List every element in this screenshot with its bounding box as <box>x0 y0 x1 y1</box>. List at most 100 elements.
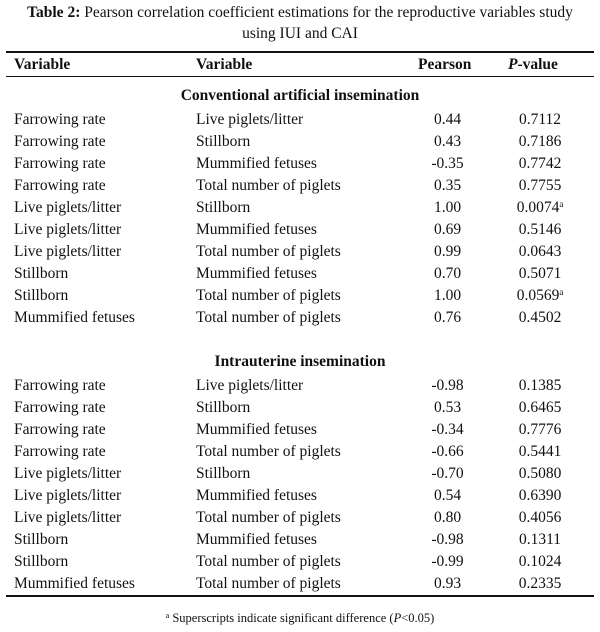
pvalue-number: 0.7742 <box>518 155 562 172</box>
variable-1-cell: Farrowing rate <box>14 443 106 460</box>
table-title: Pearson correlation coefficient estimati… <box>84 4 573 21</box>
variable-1-cell: Live piglets/litter <box>14 465 122 482</box>
pvalue-cell: 0.7755 <box>495 175 585 197</box>
table-row: Farrowing rate Live piglets/litter 0.44 0.7… <box>0 109 600 131</box>
significance-marker: a <box>559 287 564 297</box>
header-pvalue-suffix: -value <box>517 56 558 73</box>
variable-1-cell: Live piglets/litter <box>14 487 122 504</box>
pvalue-number: 0.0074 <box>516 199 560 216</box>
pvalue-cell: 0.4502 <box>495 307 585 329</box>
variable-2-cell: Total number of piglets <box>196 177 341 194</box>
significance-marker: a <box>559 199 564 209</box>
table-row: Live piglets/litter Total number of pigle… <box>0 507 600 529</box>
pvalue-cell: 0.1385 <box>495 375 585 397</box>
header-variable-2: Variable <box>196 56 253 73</box>
pearson-cell: -0.98 <box>431 377 464 394</box>
pvalue-number: 0.2335 <box>518 575 562 592</box>
header-pvalue: P-value <box>508 55 558 75</box>
pvalue-cell: 0.0074a <box>495 197 585 219</box>
pearson-cell: -0.66 <box>431 443 464 460</box>
table-row: Farrowing rate Mummified fetuses -0.34 0.77… <box>0 419 600 441</box>
pearson-cell: 1.00 <box>433 199 462 216</box>
variable-1-cell: Farrowing rate <box>14 111 106 128</box>
variable-2-cell: Mummified fetuses <box>196 221 317 238</box>
pvalue-number: 0.5071 <box>518 265 562 282</box>
header-pearson: Pearson <box>418 56 472 73</box>
bottom-rule <box>6 595 594 597</box>
pvalue-cell: 0.7112 <box>495 109 585 131</box>
variable-1-cell: Live piglets/litter <box>14 221 122 238</box>
header-rule <box>6 76 594 77</box>
pvalue-number: 0.7776 <box>518 421 562 438</box>
pearson-cell: 0.35 <box>433 177 462 194</box>
pvalue-number: 0.1385 <box>518 377 562 394</box>
variable-1-cell: Farrowing rate <box>14 421 106 438</box>
pearson-cell: -0.70 <box>431 465 464 482</box>
section-title: Conventional artificial insemination <box>180 87 420 104</box>
pvalue-number: 0.4056 <box>518 509 562 526</box>
pearson-cell: 0.93 <box>433 575 462 592</box>
table-row: Stillborn Mummified fetuses 0.70 0.5071 <box>0 263 600 285</box>
pearson-cell: -0.35 <box>431 155 464 172</box>
pvalue-number: 0.0643 <box>518 243 562 260</box>
pvalue-number: 0.7112 <box>518 111 562 128</box>
pvalue-number: 0.1024 <box>518 553 562 570</box>
pvalue-cell: 0.4056 <box>495 507 585 529</box>
variable-2-cell: Stillborn <box>196 199 251 216</box>
table-row: Farrowing rate Total number of piglets 0.3… <box>0 175 600 197</box>
pearson-cell: 0.54 <box>433 487 462 504</box>
variable-1-cell: Farrowing rate <box>14 155 106 172</box>
table-row: Stillborn Total number of piglets -0.99 0.1… <box>0 551 600 573</box>
pvalue-cell: 0.1024 <box>495 551 585 573</box>
variable-2-cell: Total number of piglets <box>196 309 341 326</box>
variable-1-cell: Farrowing rate <box>14 133 106 150</box>
variable-1-cell: Mummified fetuses <box>14 575 135 592</box>
pvalue-number: 0.5441 <box>518 443 562 460</box>
table-row: Live piglets/litter Total number of pigle… <box>0 241 600 263</box>
pvalue-cell: 0.6390 <box>495 485 585 507</box>
variable-1-cell: Stillborn <box>14 553 69 570</box>
variable-1-cell: Live piglets/litter <box>14 509 122 526</box>
table-title-line2: using IUI and CAI <box>242 25 358 42</box>
pvalue-cell: 0.2335 <box>495 573 585 595</box>
variable-2-cell: Mummified fetuses <box>196 421 317 438</box>
variable-2-cell: Total number of piglets <box>196 287 341 304</box>
pvalue-cell: 0.5071 <box>495 263 585 285</box>
variable-2-cell: Mummified fetuses <box>196 155 317 172</box>
variable-2-cell: Live piglets/litter <box>196 377 304 394</box>
table-caption: Table 2: Pearson correlation coefficient… <box>0 2 600 44</box>
top-rule <box>6 51 594 53</box>
pvalue-number: 0.7186 <box>518 133 562 150</box>
section-title: Intrauterine insemination <box>214 353 386 370</box>
table-footnote: a Superscripts indicate significant diff… <box>0 608 600 626</box>
pvalue-cell: 0.7186 <box>495 131 585 153</box>
pvalue-cell: 0.0569a <box>495 285 585 307</box>
pvalue-number: 0.0569 <box>516 287 560 304</box>
pvalue-number: 0.4502 <box>518 309 562 326</box>
pearson-cell: 0.69 <box>433 221 462 238</box>
table-row: Mummified fetuses Total number of piglets… <box>0 573 600 595</box>
variable-2-cell: Total number of piglets <box>196 443 341 460</box>
pearson-cell: 0.76 <box>433 309 462 326</box>
table-row: Farrowing rate Total number of piglets -0.… <box>0 441 600 463</box>
variable-1-cell: Mummified fetuses <box>14 309 135 326</box>
variable-1-cell: Farrowing rate <box>14 377 106 394</box>
variable-1-cell: Farrowing rate <box>14 177 106 194</box>
pvalue-cell: 0.6465 <box>495 397 585 419</box>
variable-2-cell: Mummified fetuses <box>196 265 317 282</box>
pvalue-number: 0.5080 <box>518 465 562 482</box>
table-row: Farrowing rate Stillborn 0.53 0.6465 <box>0 397 600 419</box>
footnote-text-end: <0.05) <box>401 611 435 625</box>
pearson-cell: -0.34 <box>431 421 464 438</box>
variable-2-cell: Mummified fetuses <box>196 531 317 548</box>
variable-2-cell: Total number of piglets <box>196 509 341 526</box>
table-row: Live piglets/litter Stillborn -0.70 0.5080 <box>0 463 600 485</box>
footnote-text: Superscripts indicate significant differ… <box>169 611 394 625</box>
pearson-cell: -0.98 <box>431 531 464 548</box>
table-row: Live piglets/litter Stillborn 1.00 0.0074a <box>0 197 600 219</box>
pvalue-number: 0.5146 <box>518 221 562 238</box>
table-row: Stillborn Total number of piglets 1.00 0.05… <box>0 285 600 307</box>
variable-2-cell: Total number of piglets <box>196 243 341 260</box>
table-row: Live piglets/litter Mummified fetuses 0.69… <box>0 219 600 241</box>
pearson-cell: 0.43 <box>433 133 462 150</box>
